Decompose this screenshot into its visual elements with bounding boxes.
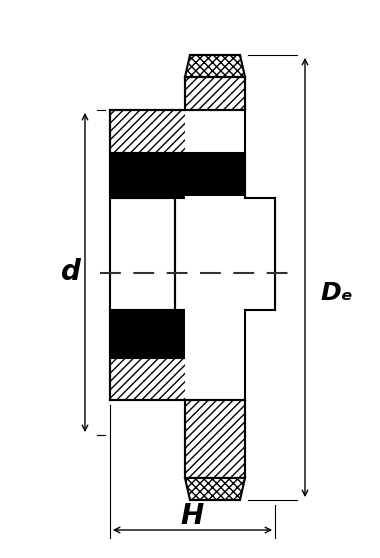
Polygon shape — [185, 77, 245, 110]
Polygon shape — [185, 55, 245, 77]
Text: Dₑ: Dₑ — [320, 281, 353, 305]
Polygon shape — [110, 310, 245, 358]
Polygon shape — [110, 358, 245, 400]
Polygon shape — [110, 110, 245, 153]
Polygon shape — [185, 478, 245, 500]
Polygon shape — [185, 400, 245, 478]
Text: H: H — [181, 502, 204, 530]
Polygon shape — [110, 153, 245, 198]
Polygon shape — [175, 198, 275, 310]
Polygon shape — [185, 196, 275, 400]
Polygon shape — [185, 110, 275, 198]
Text: d: d — [61, 258, 81, 286]
